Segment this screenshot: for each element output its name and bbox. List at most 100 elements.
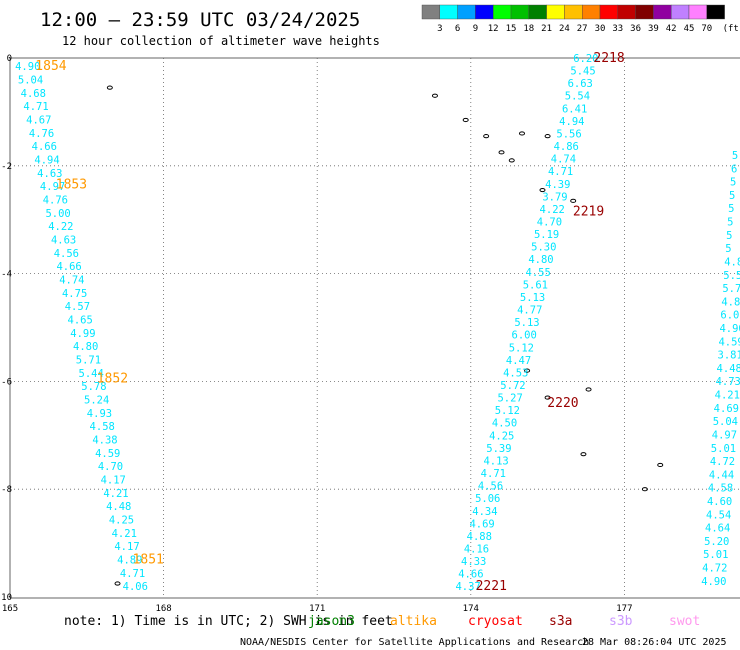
swh-value: 5.00: [45, 208, 70, 220]
island-outline: [483, 134, 490, 139]
colorbar-swatch: [475, 4, 494, 20]
swh-value: 3.81: [718, 350, 740, 362]
legend: jason3 altika cryosat s3a s3b swot: [308, 614, 700, 629]
swh-value: 4.86: [721, 296, 740, 308]
swh-value: 4.59: [95, 448, 120, 460]
swh-value: 4.25: [109, 515, 134, 527]
island-outline: [544, 134, 551, 139]
colorbar-label: 36: [630, 24, 641, 34]
tracks: 4.905.044.684.714.674.764.664.944.634.97…: [15, 53, 740, 593]
swh-value: 4.97: [40, 181, 65, 193]
swh-value: 6.41: [562, 103, 587, 115]
footer-timestamp: 28 Mar 08:26:04 UTC 2025: [582, 637, 727, 648]
swh-value: 6.20: [573, 53, 598, 65]
swh-value: 4.67: [26, 114, 51, 126]
island-outline: [431, 93, 438, 98]
island-outline: [498, 150, 505, 155]
swh-value: 5.45: [570, 66, 595, 78]
island-outline: [585, 387, 592, 392]
island-outline: [580, 452, 587, 457]
swh-value: 4.71: [120, 568, 145, 580]
swh-value: 5.27: [497, 393, 522, 405]
swh-value: 4.66: [458, 569, 483, 581]
colorbar-swatch: [635, 4, 654, 20]
swh-value: 5.54: [565, 91, 590, 103]
swh-value: 5.12: [495, 405, 520, 417]
swh-value: 5: [726, 230, 732, 242]
swh-value: 5.72: [500, 380, 525, 392]
colorbar-label: 9: [473, 24, 478, 34]
swh-value: 4.66: [32, 141, 57, 153]
colorbar-swatch: [493, 4, 512, 20]
swh-value: 4.73: [716, 376, 740, 388]
colorbar-label: 6: [455, 24, 460, 34]
colorbar-label: 39: [648, 24, 659, 34]
swh-value: 5.61: [523, 279, 548, 291]
swh-value: 4.94: [559, 116, 584, 128]
swh-value: 4.57: [65, 301, 90, 313]
swh-value: 5.01: [711, 443, 736, 455]
colorbar-label: (ft): [723, 24, 740, 34]
island-outline: [544, 395, 551, 400]
swh-value: 4.56: [54, 248, 79, 260]
swh-value: 4.50: [492, 418, 517, 430]
swh-value: 5.30: [531, 242, 556, 254]
colorbar-label: 30: [595, 24, 606, 34]
swh-value: 4.64: [705, 523, 730, 535]
colorbar-label: 24: [559, 24, 570, 34]
swh-value: 4.21: [715, 390, 740, 402]
plot-area: 4.905.044.684.714.674.764.664.944.634.97…: [0, 51, 740, 614]
swh-value: 4.69: [714, 403, 739, 415]
colorbar-swatch: [653, 4, 672, 20]
swh-value: 4.13: [483, 455, 508, 467]
x-tick-label: 174: [463, 604, 479, 614]
swh-value: 5.39: [486, 443, 511, 455]
chart-title: 12:00 – 23:59 UTC 03/24/2025: [40, 9, 360, 31]
colorbar-label: 42: [666, 24, 677, 34]
time-labels: 1854 1853 1852 1851 2218 2219 2220 2221: [35, 51, 624, 594]
swh-value: 4.59: [718, 336, 740, 348]
swh-value: 3.79: [542, 191, 567, 203]
swh-value: 4.76: [43, 194, 68, 206]
swh-value: 5.06: [475, 493, 500, 505]
swh-value: 5.24: [84, 395, 109, 407]
swh-value: 4.94: [34, 154, 59, 166]
legend-altika: altika: [390, 614, 437, 629]
time-label: 1854: [35, 59, 66, 74]
swh-value: 4.69: [469, 518, 494, 530]
swh-value: 4.99: [70, 328, 95, 340]
colorbar-label: 12: [488, 24, 499, 34]
island-outline: [524, 368, 531, 373]
x-tick-label: 165: [2, 604, 18, 614]
swh-value: 4.22: [48, 221, 73, 233]
swh-value: 6: [731, 163, 737, 175]
swh-value: 4.22: [540, 204, 565, 216]
colorbar-swatch: [706, 4, 725, 20]
legend-cryosat: cryosat: [468, 614, 523, 629]
x-tick-label: 168: [155, 604, 171, 614]
swh-value: 5.56: [556, 128, 581, 140]
footer-credit: NOAA/NESDIS Center for Satellite Applica…: [240, 637, 589, 648]
swh-value: 4.88: [467, 531, 492, 543]
colorbar-swatch: [599, 4, 618, 20]
time-label: 1853: [56, 178, 87, 193]
swh-value: 4.75: [62, 288, 87, 300]
swh-value: 4.53: [503, 367, 528, 379]
swh-value: 4.86: [554, 141, 579, 153]
swh-value: 4.70: [537, 216, 562, 228]
y-tick-label: -10: [0, 593, 12, 603]
swh-value: 4.44: [709, 469, 734, 481]
swh-value: 4.34: [472, 506, 497, 518]
legend-swot: swot: [669, 614, 700, 629]
colorbar-swatch: [671, 4, 690, 20]
swh-value: 4.71: [23, 101, 48, 113]
swh-value: 4.58: [90, 421, 115, 433]
swh-value: 4.63: [51, 234, 76, 246]
colorbar-swatch: [582, 4, 601, 20]
swh-value: 5: [732, 150, 738, 162]
swh-value: 4.80: [73, 341, 98, 353]
swh-value: 5.71: [76, 354, 101, 366]
swh-value: 4.47: [506, 355, 531, 367]
colorbar-swatch: [457, 4, 476, 20]
